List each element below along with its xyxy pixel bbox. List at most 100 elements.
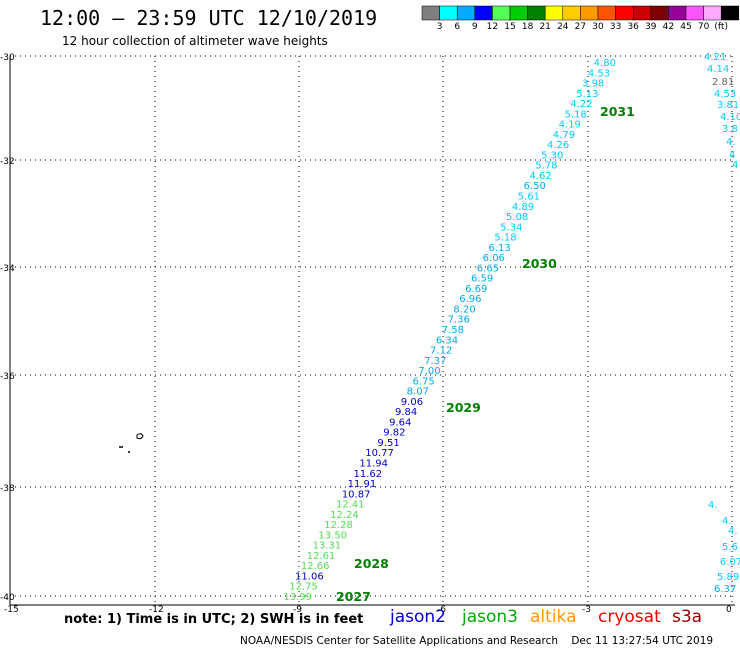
swh-value: 4 [729, 150, 735, 161]
colorbar-swatch [527, 5, 546, 21]
swh-value: 12.66 [301, 561, 330, 572]
colorbar-swatch [597, 5, 616, 21]
swh-value: 4. [726, 137, 736, 148]
y-tick-label: -40 [0, 593, 15, 603]
y-tick-label: -30 [0, 53, 15, 63]
swh-value: 8.07 [407, 387, 429, 398]
swh-value: 7.58 [442, 325, 464, 336]
colorbar-tick-label: 12 [486, 22, 499, 32]
x-tick-label: -3 [582, 605, 591, 615]
colorbar-tick-label: 30 [592, 22, 604, 32]
swh-value: 12.28 [324, 520, 353, 531]
page-subtitle: 12 hour collection of altimeter wave hei… [62, 34, 328, 48]
swh-value: 6.07 [720, 557, 740, 568]
swh-value: 5.34 [500, 222, 522, 233]
colorbar-swatch [668, 5, 687, 21]
colorbar-tick-label: 24 [557, 22, 569, 32]
colorbar-swatch [685, 5, 704, 21]
swh-value: 4.79 [553, 130, 575, 141]
island-outline [136, 433, 144, 440]
swh-value: 5.18 [494, 233, 516, 244]
colorbar-swatch [421, 5, 440, 21]
satellite-legend-jason3: jason3 [462, 607, 518, 627]
pass-id-label: 2030 [522, 256, 557, 271]
swh-value: 2.81 [712, 77, 734, 88]
colorbar-tick-label: (ft) [714, 22, 728, 32]
swh-value: 4.21 [704, 52, 726, 63]
swh-value: 5.08 [506, 212, 528, 223]
y-tick-label: -34 [0, 264, 15, 274]
swh-value: 5.18 [565, 109, 587, 120]
swh-value: 6.37 [714, 584, 736, 595]
colorbar-swatch [544, 5, 564, 21]
swh-value: 4.10 [720, 112, 740, 123]
swh-value: 13.99 [283, 592, 312, 603]
swh-value: 3.81 [717, 100, 739, 111]
swh-value: 5.78 [535, 161, 557, 172]
pass-id-label: 2031 [600, 104, 635, 119]
swh-value: 6.06 [483, 253, 505, 264]
swh-value: 4.22 [570, 99, 592, 110]
colorbar-tick-label: 36 [627, 22, 639, 32]
swh-value: 11.94 [359, 459, 388, 470]
colorbar-swatch [580, 5, 599, 21]
swh-value: 6.96 [459, 294, 481, 305]
swh-value: 13.31 [313, 541, 342, 552]
colorbar-tick-label: 42 [662, 22, 675, 32]
swh-value: 12.41 [336, 500, 365, 511]
satellite-legend-cryosat: cryosat [598, 607, 661, 627]
colorbar-swatch [456, 5, 476, 21]
x-tick-label: -6 [437, 605, 446, 615]
y-tick-label: -32 [0, 157, 15, 167]
colorbar-tick-label: 39 [645, 22, 657, 32]
swh-value: 6.34 [436, 335, 458, 346]
swh-value: 10.87 [342, 489, 371, 500]
swh-value: 5.13 [576, 89, 598, 100]
colorbar-tick-label: 33 [609, 22, 622, 32]
colorbar-swatch [562, 5, 581, 21]
swh-value: 13.50 [318, 530, 347, 541]
swh-value: 6.75 [413, 376, 435, 387]
pass-id-label: 2027 [336, 589, 371, 604]
swh-value: 4.53 [714, 89, 736, 100]
swh-value: 4 [732, 160, 738, 171]
swh-value: 11.91 [348, 479, 377, 490]
colorbar-swatch [492, 5, 511, 21]
swh-value: 12.24 [330, 510, 359, 521]
units-note: note: 1) Time is in UTC; 2) SWH is in fe… [64, 612, 364, 627]
swh-value: 7.12 [430, 346, 452, 357]
swh-value: 3.98 [582, 79, 604, 90]
colorbar-tick-label: 3 [436, 22, 443, 32]
swh-value: 11.06 [295, 571, 324, 582]
swh-value: 4.19 [559, 120, 581, 131]
swh-value: 7.37 [424, 356, 446, 367]
swh-value: 9.51 [377, 438, 399, 449]
swh-value: 6.50 [524, 181, 546, 192]
swh-value: 12.61 [307, 551, 336, 562]
swh-value: 9.84 [395, 407, 417, 418]
pass-id-label: 2028 [354, 556, 389, 571]
swh-value: 6.13 [489, 243, 511, 254]
swh-value: 4.26 [547, 140, 569, 151]
swh-value: 10.77 [365, 448, 394, 459]
swh-value: 5.89 [717, 572, 739, 583]
swh-value: 11.62 [354, 469, 383, 480]
swh-value: 4.14 [707, 64, 729, 75]
x-tick-label: -9 [293, 605, 302, 615]
swh-value: 6.65 [477, 263, 499, 274]
satellite-legend-altika: altika [530, 607, 577, 627]
colorbar-tick-label: 21 [539, 22, 551, 32]
colorbar-tick-label: 6 [454, 22, 461, 32]
x-tick-label: 0 [726, 605, 732, 615]
swh-value: 4. [722, 516, 732, 527]
swh-value: 4. [708, 500, 718, 511]
swh-value: 12.75 [289, 582, 318, 593]
satellite-legend-s3a: s3a [672, 607, 703, 627]
swh-value: 7.36 [448, 315, 470, 326]
colorbar-tick-label: 70 [697, 22, 710, 32]
swh-value: 7.00 [418, 366, 440, 377]
footer-credit: NOAA/NESDIS Center for Satellite Applica… [240, 635, 714, 647]
pass-id-label: 2029 [446, 400, 481, 415]
swh-value: 4.80 [594, 58, 616, 69]
swh-value: 4.89 [512, 202, 534, 213]
